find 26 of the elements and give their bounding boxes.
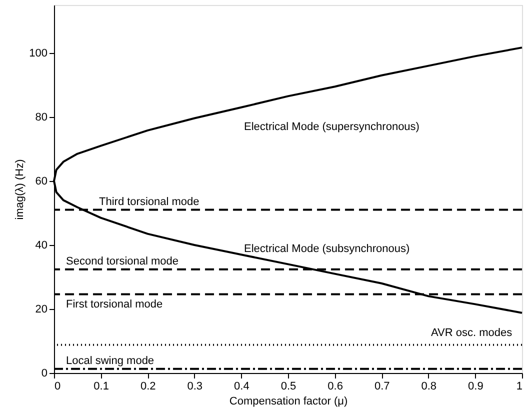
y-tick-label: 40	[35, 240, 48, 252]
ref-line-label: Local swing mode	[66, 354, 154, 367]
x-tick-label: 1	[516, 380, 522, 392]
x-tick-label: 0	[54, 380, 61, 392]
x-tick-label: 0.6	[328, 380, 343, 392]
y-tick-label: 80	[35, 112, 48, 124]
x-tick-label: 0.4	[234, 380, 250, 392]
x-tick-label: 0.5	[280, 380, 296, 392]
ref-line-label: First torsional mode	[66, 298, 163, 310]
y-axis-title: imag(λ) (Hz)	[14, 159, 26, 220]
annotation: Electrical Mode (supersynchronous)	[244, 121, 420, 133]
x-tick-label: 0.2	[140, 380, 156, 392]
y-tick-label: 0	[41, 368, 48, 380]
x-tick-label: 0.8	[421, 380, 437, 392]
x-tick-label: 0.9	[468, 380, 484, 392]
y-tick-label: 20	[35, 304, 48, 316]
annotation: AVR osc. modes	[431, 327, 513, 339]
ref-line-label: Second torsional mode	[66, 255, 179, 268]
ref-line-label: Third torsional mode	[99, 196, 200, 208]
y-tick-label: 60	[35, 176, 48, 188]
x-tick-label: 0.3	[187, 380, 203, 392]
x-tick-label: 0.1	[94, 380, 109, 392]
x-tick-label: 0.7	[374, 380, 390, 392]
annotation: Electrical Mode (subsynchronous)	[244, 243, 410, 255]
x-axis-title: Compensation factor (μ)	[229, 396, 348, 408]
y-tick-label: 100	[29, 48, 48, 60]
